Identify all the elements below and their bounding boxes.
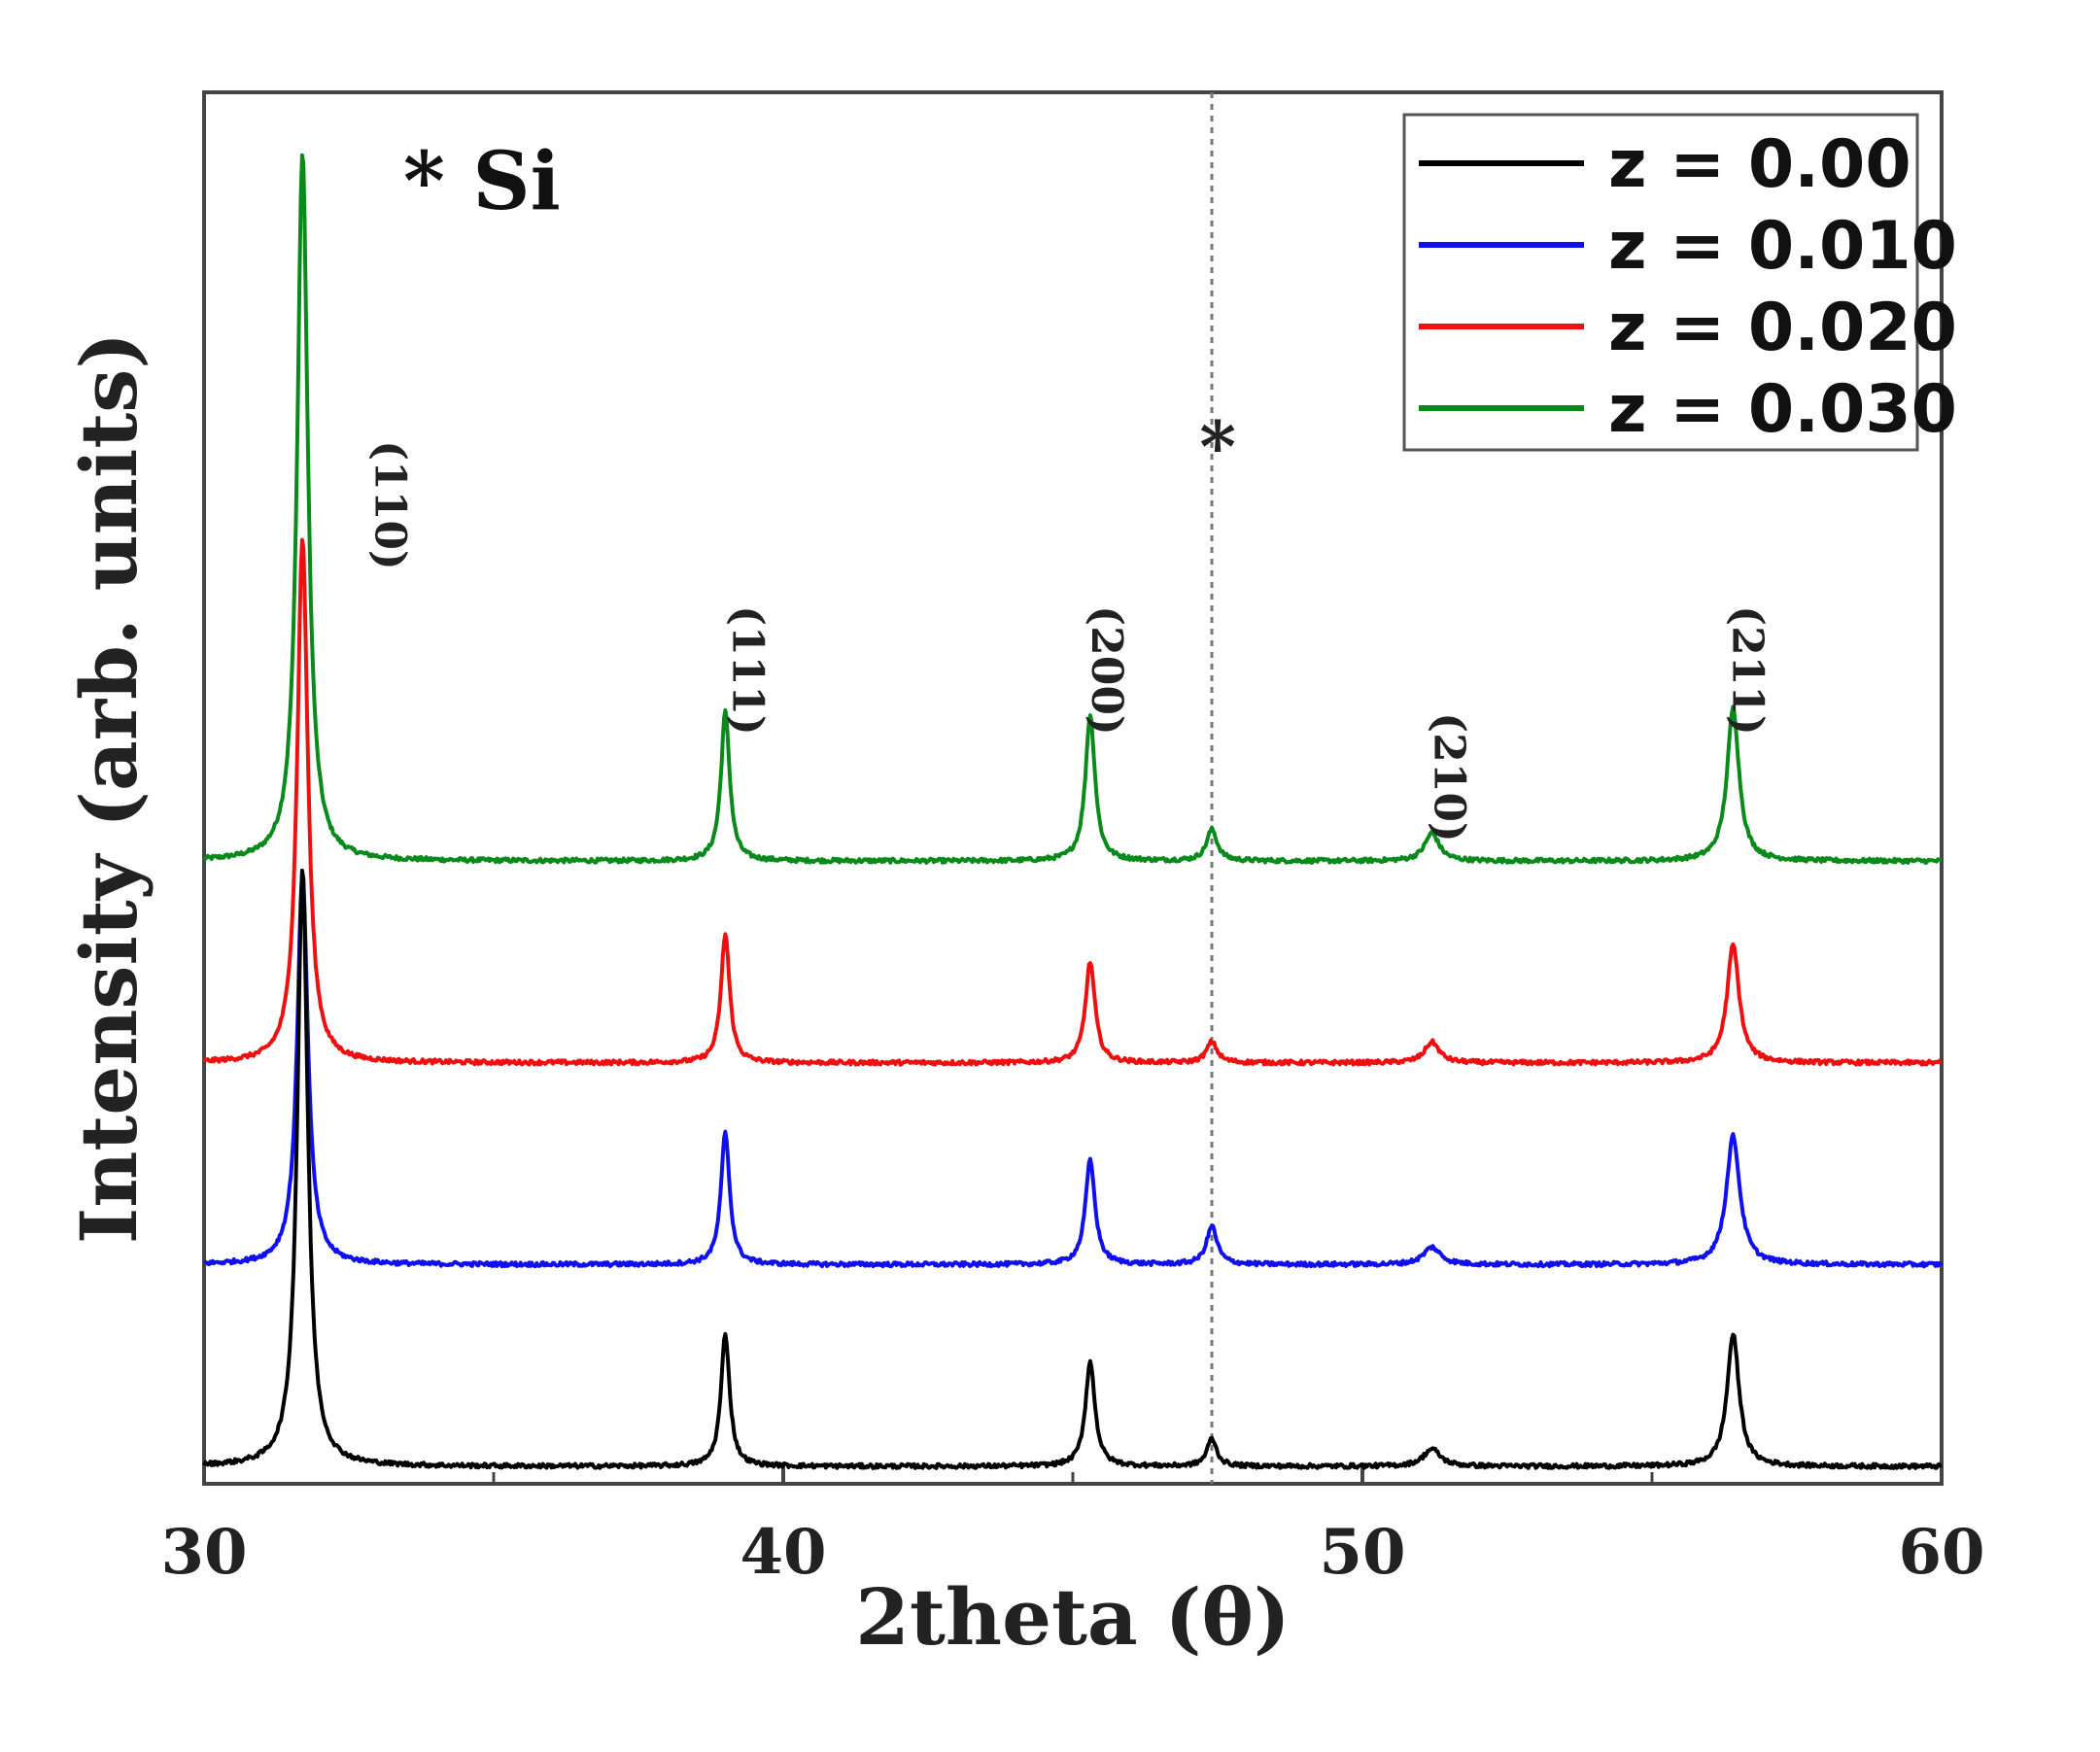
legend-box xyxy=(1402,113,1919,452)
series-line-2 xyxy=(202,537,1943,1067)
x-tick-label: 40 xyxy=(740,1516,826,1589)
x-axis-title: 2theta (θ) xyxy=(855,1571,1290,1663)
peak-labels: (110) (111) (200) (210) (211) xyxy=(364,440,1772,842)
peak-label: (210) xyxy=(1425,712,1474,842)
si-annotation: * Si xyxy=(403,135,561,228)
legend-label: z = 0.030 xyxy=(1608,371,1957,448)
si-star-marker: * xyxy=(1199,405,1236,488)
x-tick-label: 30 xyxy=(160,1516,247,1589)
peak-label: (200) xyxy=(1082,605,1131,735)
peak-label: (110) xyxy=(364,440,414,569)
legend-label: z = 0.020 xyxy=(1608,290,1957,366)
series-line-3 xyxy=(202,153,1943,865)
x-tick-label: 60 xyxy=(1898,1516,1984,1589)
peak-label: (111) xyxy=(722,605,772,735)
x-tick-label: 50 xyxy=(1319,1516,1405,1589)
x-axis-ticks: 30 40 50 60 xyxy=(160,1462,1985,1589)
legend-label: z = 0.00 xyxy=(1608,126,1911,203)
series-line-0 xyxy=(202,868,1943,1470)
peak-label: (211) xyxy=(1722,605,1772,735)
series-line-1 xyxy=(203,872,1944,1269)
si-reference-line: * xyxy=(1199,92,1236,1484)
y-axis-title: Intensity (arb. units) xyxy=(63,332,155,1244)
legend-label: z = 0.010 xyxy=(1608,208,1957,285)
series-lines xyxy=(202,153,1944,1470)
